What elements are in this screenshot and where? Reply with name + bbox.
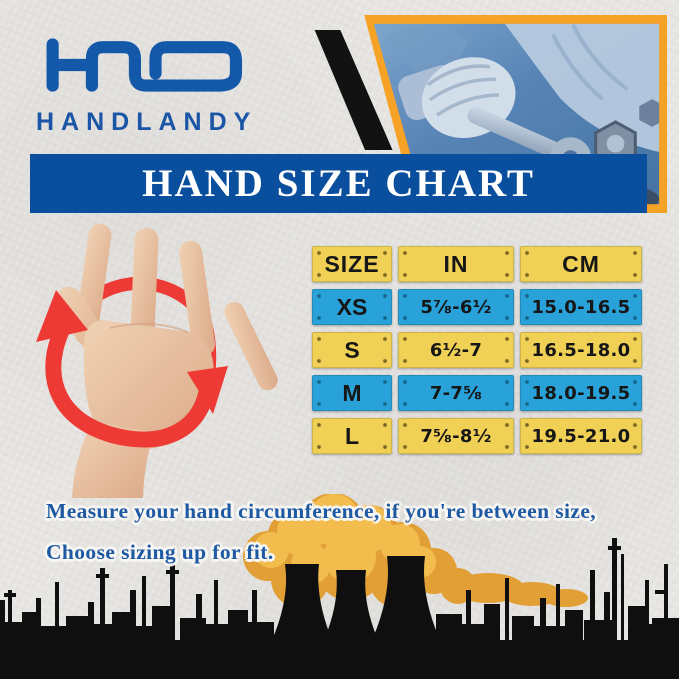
table-row-s-size: S (312, 332, 392, 368)
table-row-s-in: 6½-7 (398, 332, 514, 368)
table-row-m-cm: 18.0-19.5 (520, 375, 642, 411)
table-row-xs-in: 5⅞-6½ (398, 289, 514, 325)
brand-logo: HANDLANDY (36, 36, 261, 137)
skyline-illustration (0, 494, 679, 679)
hand-measure-figure (12, 220, 307, 498)
sizing-note-line2: Choose sizing up for fit. (46, 540, 274, 564)
sizing-note-line1: Measure your hand circumference, if you'… (46, 499, 597, 523)
table-row-l-size: L (312, 418, 392, 454)
size-chart-table: SIZE IN CM XS 5⅞-6½ 15.0-16.5 S 6½-7 16.… (312, 246, 642, 454)
sizing-note: Measure your hand circumference, if you'… (46, 498, 656, 565)
table-row-xs-cm: 15.0-16.5 (520, 289, 642, 325)
table-row-l-in: 7⅝-8½ (398, 418, 514, 454)
curved-arrow-icon (36, 290, 228, 448)
factory-skyline-scene (0, 494, 679, 679)
page-title: HAND SIZE CHART (142, 162, 535, 205)
table-header-cm: CM (520, 246, 642, 282)
open-hand-shape (55, 223, 278, 498)
handlandy-logo-icon (46, 38, 243, 92)
hand-illustration (36, 223, 278, 498)
table-row-m-in: 7-7⅝ (398, 375, 514, 411)
table-row-m-size: M (312, 375, 392, 411)
table-header-size: SIZE (312, 246, 392, 282)
factory-silhouette (0, 538, 679, 679)
table-header-in: IN (398, 246, 514, 282)
table-row-s-cm: 16.5-18.0 (520, 332, 642, 368)
brand-name: HANDLANDY (36, 108, 258, 136)
table-row-l-cm: 19.5-21.0 (520, 418, 642, 454)
table-row-xs-size: XS (312, 289, 392, 325)
title-banner: HAND SIZE CHART (30, 154, 647, 213)
